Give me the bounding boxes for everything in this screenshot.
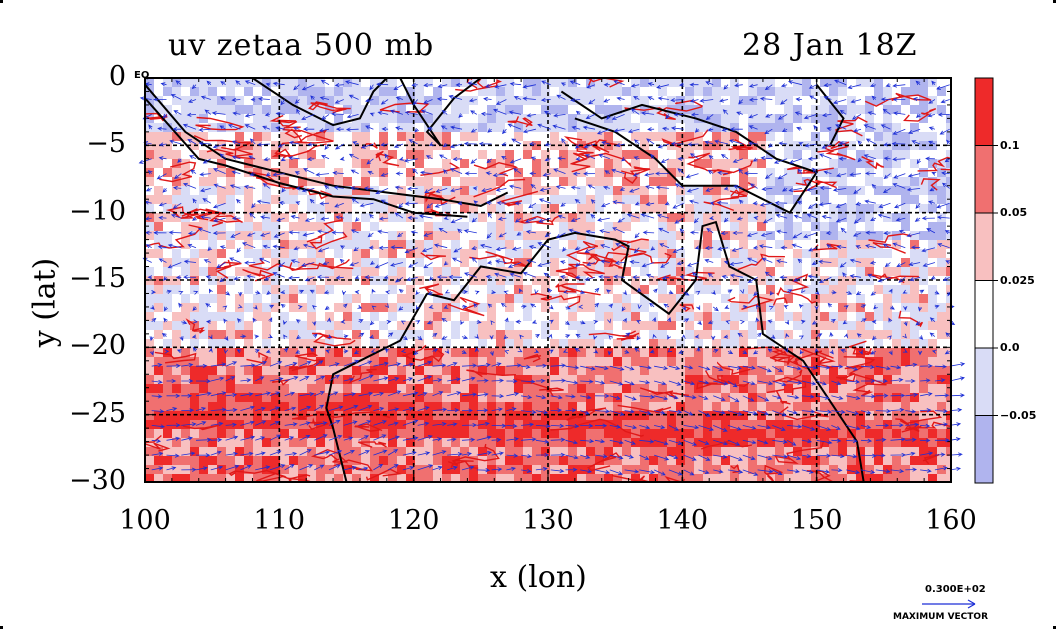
colorbar-label: −0.05 (1000, 408, 1037, 422)
plot-time: 28 Jan 18Z (742, 28, 918, 63)
corner-mark (0, 626, 3, 629)
corner-mark (0, 0, 3, 3)
equator-label: EQ (134, 70, 150, 81)
corner-mark (1053, 0, 1056, 3)
colorbar-label: 0.05 (1000, 206, 1028, 219)
y-tick-label: −20 (69, 330, 126, 362)
y-tick-label: −5 (86, 128, 126, 160)
y-axis-label: y (lat) (27, 257, 63, 348)
x-tick-label: 100 (119, 505, 171, 536)
colorbar (974, 77, 998, 484)
y-tick-label: −10 (69, 195, 126, 227)
reference-vector-arrow (922, 599, 976, 609)
x-tick-label: 110 (253, 505, 306, 536)
colorbar-label: 0.025 (1000, 273, 1035, 287)
wind-vectors (138, 79, 966, 476)
x-tick-label: 120 (387, 505, 440, 536)
colorbar-swatch (974, 77, 994, 146)
vorticity-contours (145, 78, 951, 482)
reference-vector-label: MAXIMUM VECTOR (893, 612, 989, 622)
y-tick-label: 0 (108, 61, 126, 92)
colorbar-swatch (974, 415, 994, 484)
colorbar-label: 0.0 (1000, 341, 1020, 354)
map-frame (144, 77, 952, 483)
reference-vector-value: 0.300E+02 (925, 584, 986, 595)
y-tick-label: −25 (69, 397, 126, 429)
colorbar-swatch (974, 347, 994, 416)
y-tick-label: −15 (69, 263, 126, 294)
x-tick-label: 130 (522, 505, 574, 536)
plot-title: uv zetaa 500 mb (168, 28, 435, 63)
colorbar-swatch (974, 145, 994, 214)
x-tick-label: 160 (925, 505, 977, 536)
colorbar-label: 0.1 (1000, 138, 1020, 152)
x-tick-label: 150 (790, 505, 843, 536)
x-tick-label: 140 (656, 505, 709, 536)
colorbar-swatch (974, 280, 994, 349)
colorbar-swatch (974, 212, 994, 281)
corner-mark (1053, 626, 1056, 629)
x-axis-label: x (lon) (490, 560, 587, 595)
y-tick-label: −30 (69, 465, 126, 496)
